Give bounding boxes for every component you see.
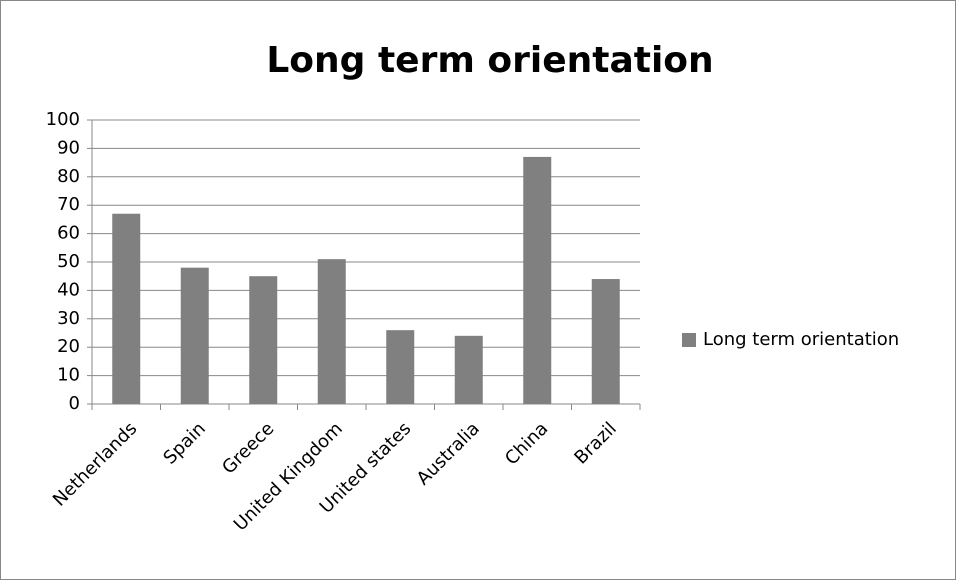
y-tick-label: 20 xyxy=(57,336,80,357)
bar xyxy=(249,276,278,404)
y-tick-label: 100 xyxy=(46,109,80,130)
legend-label: Long term orientation xyxy=(703,329,899,350)
bar xyxy=(180,267,209,404)
bar xyxy=(591,279,620,404)
bar xyxy=(112,213,141,404)
y-tick-label: 80 xyxy=(57,166,80,187)
y-tick-label: 60 xyxy=(57,223,80,244)
bar xyxy=(523,156,552,404)
bar xyxy=(454,335,483,404)
bar xyxy=(317,259,346,404)
y-tick-label: 40 xyxy=(57,279,80,300)
y-tick-label: 0 xyxy=(69,393,80,414)
y-tick-label: 50 xyxy=(57,251,80,272)
y-tick-label: 70 xyxy=(57,194,80,215)
y-tick-label: 30 xyxy=(57,308,80,329)
y-tick-label: 90 xyxy=(57,137,80,158)
bar xyxy=(386,330,415,404)
legend-swatch xyxy=(682,333,696,347)
y-tick-label: 10 xyxy=(57,365,80,386)
chart-title: Long term orientation xyxy=(266,40,713,81)
